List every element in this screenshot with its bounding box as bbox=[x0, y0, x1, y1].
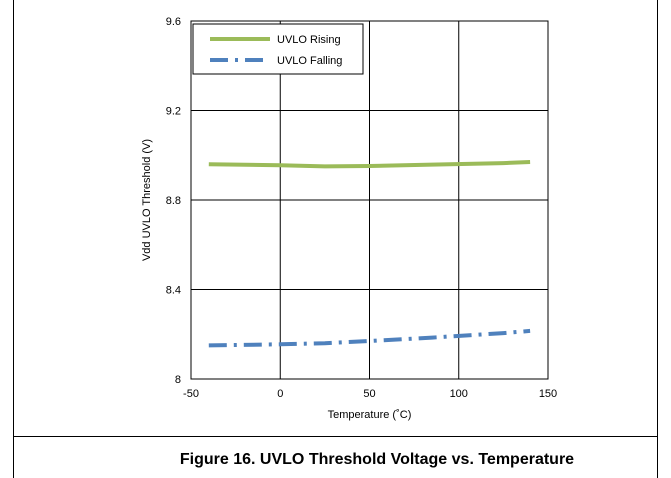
series-line-2 bbox=[208, 328, 531, 348]
x-tick-label: -50 bbox=[183, 388, 199, 400]
x-tick-label: 100 bbox=[450, 388, 468, 400]
series-line-1 bbox=[208, 160, 531, 169]
figure-frame-bottom-border bbox=[13, 436, 658, 437]
y-axis-title: Vdd UVLO Threshold (V) bbox=[141, 139, 153, 261]
grid-lines bbox=[190, 20, 549, 380]
y-tick-label: 9.2 bbox=[166, 106, 181, 118]
y-tick-label: 8 bbox=[175, 374, 181, 386]
y-tick-label: 9.6 bbox=[166, 16, 181, 28]
y-tick-label: 8.8 bbox=[166, 195, 181, 207]
x-axis-title: Temperature (˚C) bbox=[328, 409, 412, 421]
figure-frame-left-border bbox=[13, 0, 14, 478]
y-tick-label: 8.4 bbox=[166, 285, 181, 297]
plot-area-frame bbox=[190, 20, 549, 380]
x-tick-label: 0 bbox=[277, 388, 283, 400]
figure-frame-right-border bbox=[657, 0, 658, 478]
figure-caption: Figure 16. UVLO Threshold Voltage vs. Te… bbox=[179, 451, 575, 468]
series-lines bbox=[208, 160, 531, 348]
legend-label-2: UVLO Falling bbox=[277, 55, 342, 67]
tick-labels: -50 0 50 100 150 8 8.4 8.8 9.2 9.6 bbox=[166, 16, 557, 400]
x-tick-label: 50 bbox=[363, 388, 375, 400]
legend-label-1: UVLO Rising bbox=[277, 34, 341, 46]
legend-box bbox=[192, 23, 364, 75]
x-tick-label: 150 bbox=[539, 388, 557, 400]
chart-legend: UVLO Rising UVLO Falling bbox=[192, 23, 364, 75]
